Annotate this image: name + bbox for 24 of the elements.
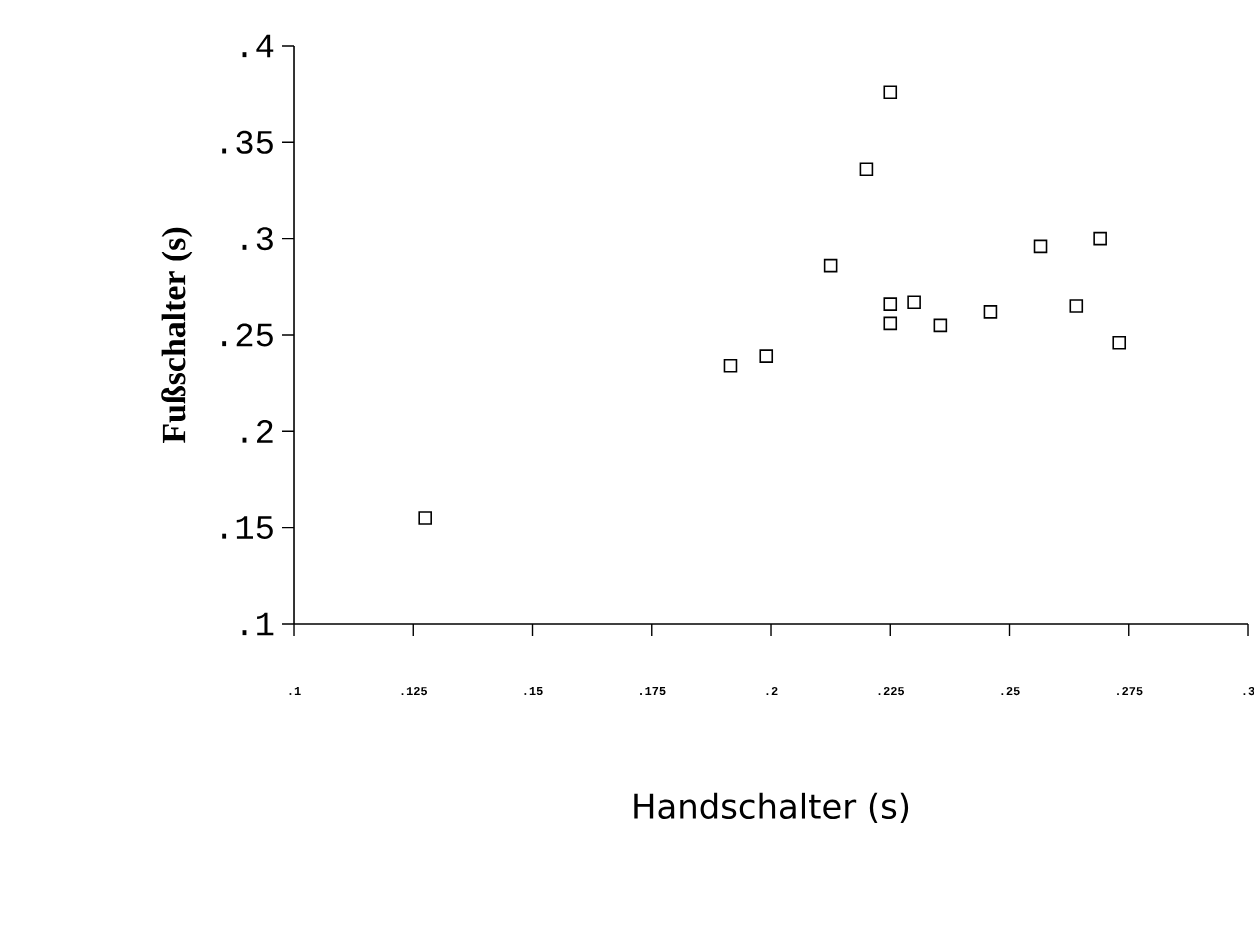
y-tick-label: .3 (242, 227, 273, 251)
y-tick-label: .2 (242, 419, 273, 443)
point (418, 511, 432, 525)
y-tick-label: .15 (222, 516, 273, 539)
point (883, 297, 898, 311)
point (859, 162, 874, 177)
x-axis-title: Handschalter (s) (634, 792, 909, 824)
point (1033, 239, 1048, 254)
point (723, 359, 738, 373)
point (759, 349, 774, 363)
y-tick-label: .1 (242, 612, 274, 636)
point (933, 318, 948, 333)
point (883, 85, 898, 100)
point (1093, 231, 1107, 246)
y-tick-label: .35 (222, 130, 273, 154)
point (907, 295, 921, 310)
point (823, 258, 838, 273)
point (983, 305, 998, 319)
point (883, 316, 898, 331)
y-axis-title: Fußschalter (s) (161, 227, 193, 444)
point (1069, 299, 1084, 313)
y-tick-label: .4 (242, 34, 274, 58)
point (1112, 335, 1127, 350)
y-tick-label: .25 (222, 323, 273, 347)
